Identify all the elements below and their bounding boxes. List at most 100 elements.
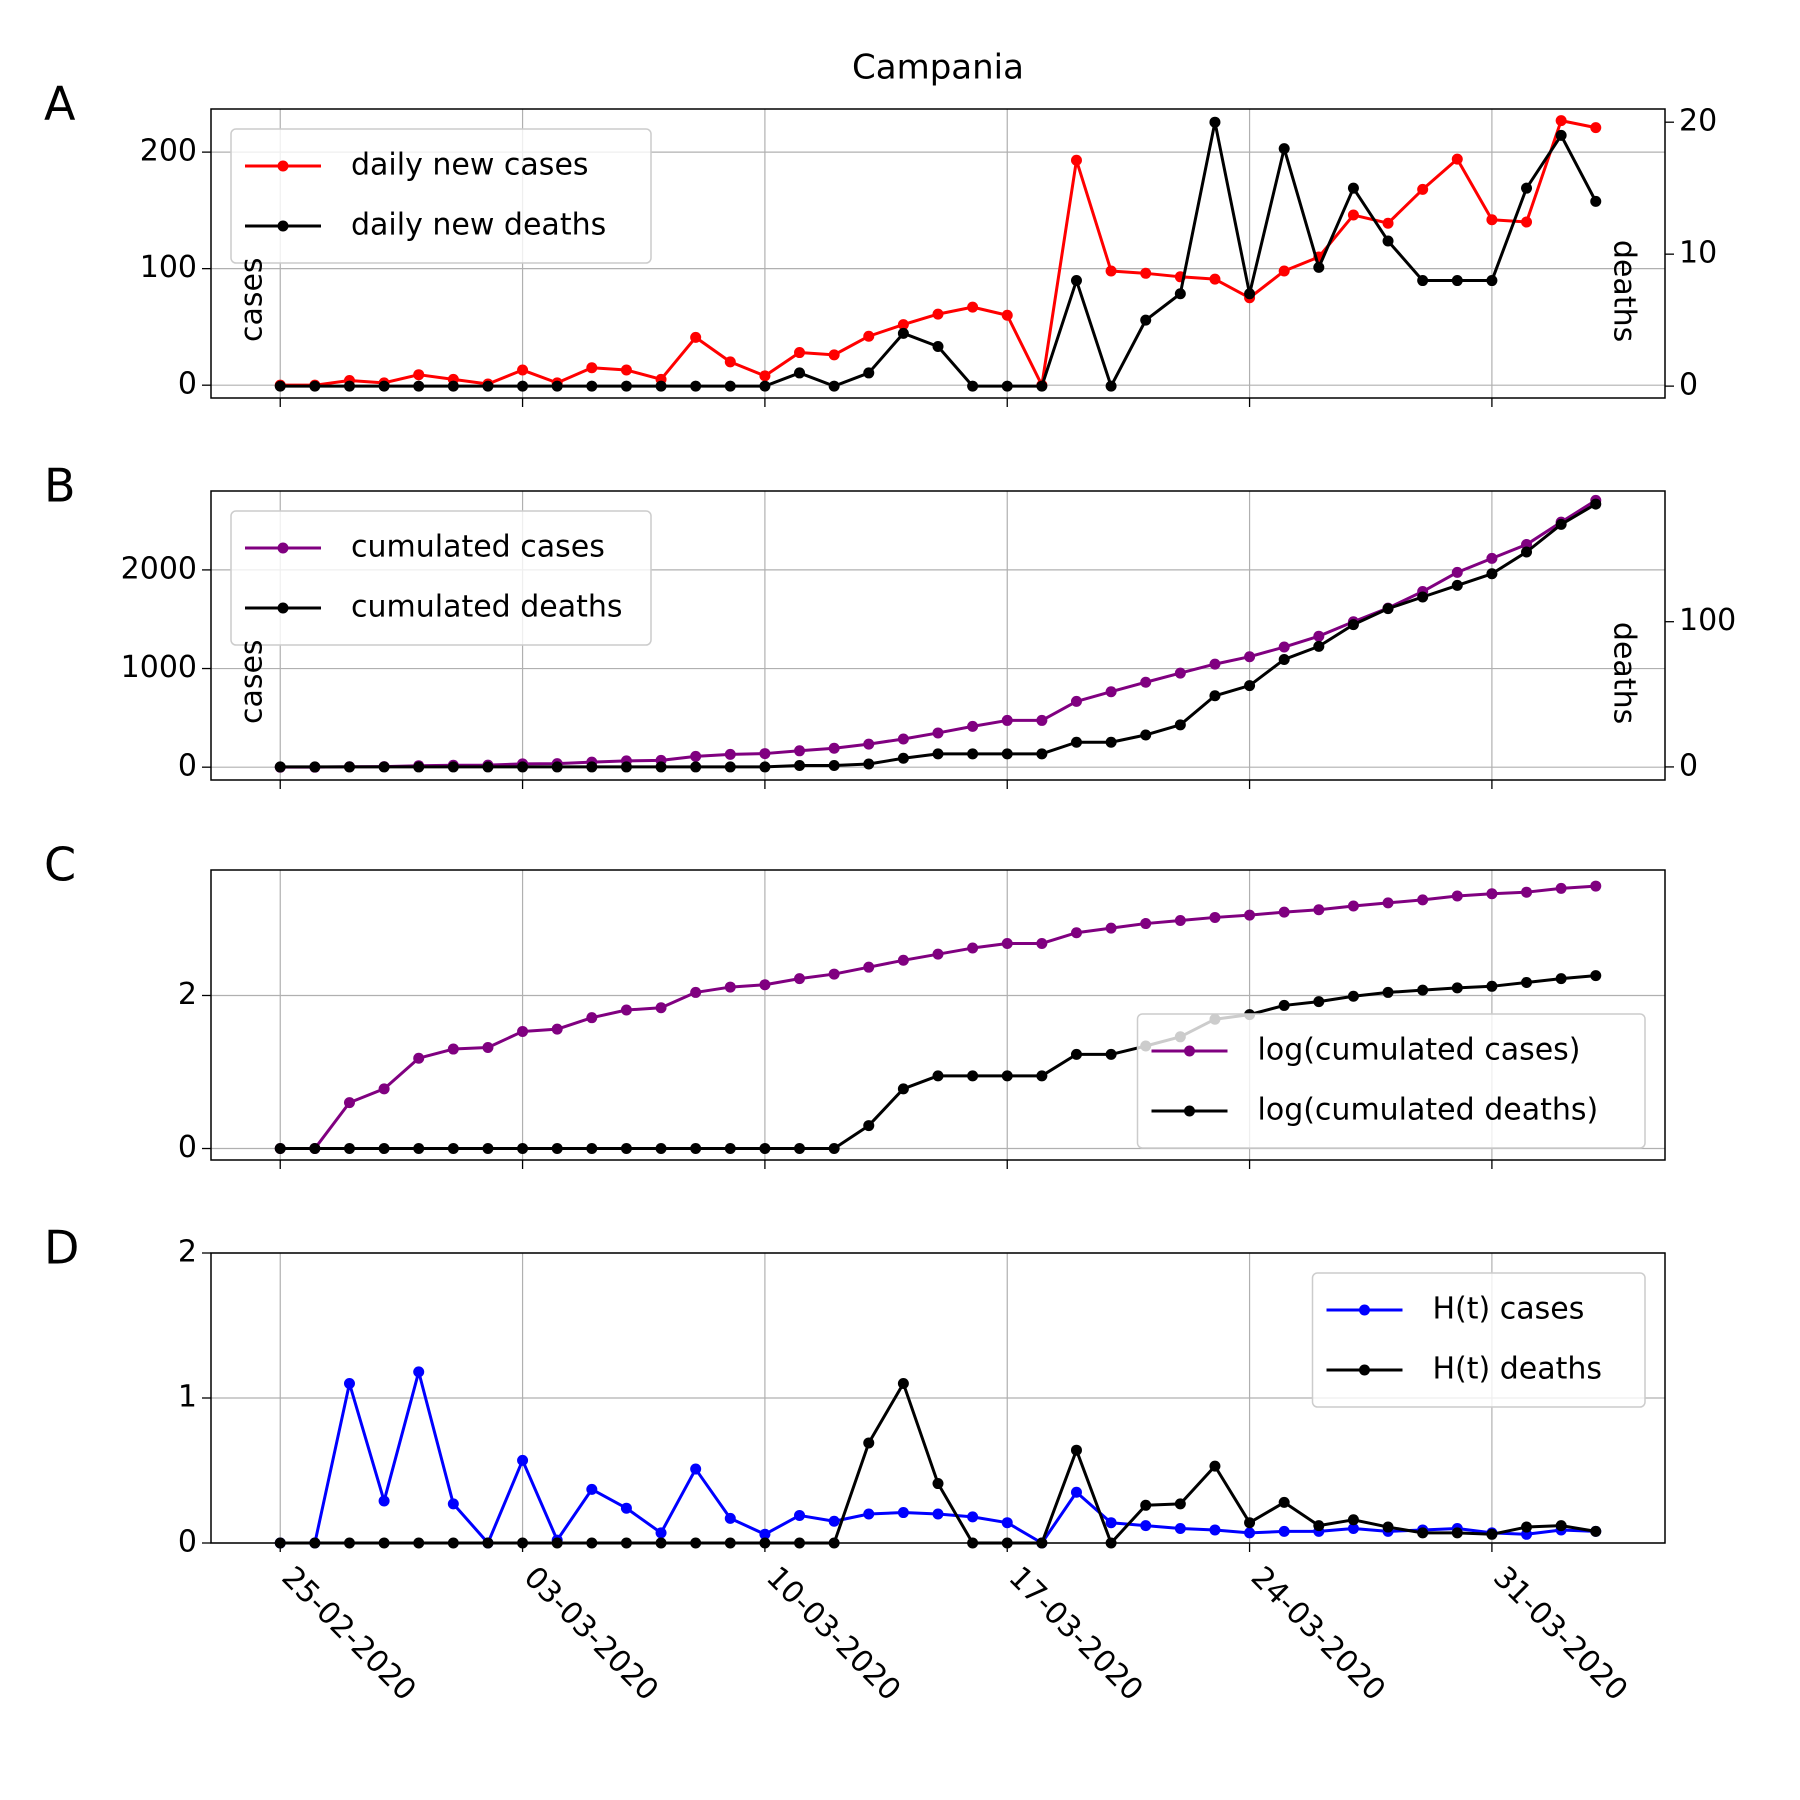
data-point bbox=[447, 380, 459, 392]
data-point bbox=[1451, 1527, 1463, 1539]
data-point bbox=[932, 308, 944, 320]
data-point bbox=[1313, 1520, 1325, 1532]
data-point bbox=[1590, 970, 1602, 982]
data-point bbox=[932, 727, 944, 739]
data-point bbox=[897, 752, 909, 764]
data-point bbox=[413, 1052, 425, 1064]
data-point bbox=[1278, 906, 1290, 918]
data-point bbox=[517, 1025, 529, 1037]
data-point bbox=[1382, 986, 1394, 998]
data-point bbox=[1417, 894, 1429, 906]
data-point bbox=[447, 1043, 459, 1055]
data-point bbox=[586, 380, 598, 392]
data-point bbox=[343, 380, 355, 392]
data-point bbox=[1347, 1523, 1359, 1534]
legend-box bbox=[230, 510, 652, 646]
data-point bbox=[655, 1527, 667, 1539]
y-tick-label: 2000 bbox=[121, 551, 197, 586]
data-point bbox=[413, 369, 425, 381]
data-point bbox=[1105, 1048, 1117, 1060]
data-point bbox=[413, 1366, 425, 1378]
data-point bbox=[1590, 1525, 1602, 1537]
data-point bbox=[794, 367, 806, 379]
data-point bbox=[967, 1511, 979, 1523]
data-point bbox=[1036, 748, 1048, 760]
data-point bbox=[482, 1042, 494, 1054]
axes-frame bbox=[210, 1252, 1666, 1544]
data-point bbox=[863, 367, 875, 379]
data-point bbox=[690, 761, 702, 773]
data-point bbox=[1451, 275, 1463, 287]
data-point bbox=[1347, 209, 1359, 221]
data-point bbox=[724, 1143, 736, 1155]
data-point bbox=[1244, 909, 1256, 921]
data-point bbox=[1555, 115, 1567, 127]
data-point bbox=[1486, 1528, 1498, 1540]
data-point bbox=[1590, 122, 1602, 134]
data-point bbox=[1001, 748, 1013, 760]
data-point bbox=[655, 380, 667, 392]
data-point bbox=[1278, 641, 1290, 653]
data-point bbox=[828, 1515, 840, 1527]
data-point bbox=[794, 1509, 806, 1521]
data-point bbox=[378, 1495, 390, 1507]
data-point bbox=[1244, 651, 1256, 663]
legend-label: cumulated deaths bbox=[351, 590, 623, 625]
data-point bbox=[620, 1143, 632, 1155]
data-point bbox=[1105, 922, 1117, 934]
data-point bbox=[1244, 1517, 1256, 1529]
data-point bbox=[1486, 568, 1498, 580]
data-point bbox=[897, 327, 909, 339]
data-point bbox=[1382, 217, 1394, 229]
data-point bbox=[863, 1508, 875, 1520]
data-point bbox=[378, 761, 390, 773]
data-point bbox=[1070, 736, 1082, 748]
data-point bbox=[1036, 714, 1048, 726]
data-point bbox=[1174, 1523, 1186, 1534]
data-point bbox=[1486, 888, 1498, 900]
legend: daily new cases daily new deaths bbox=[230, 128, 652, 264]
data-point bbox=[1105, 380, 1117, 392]
data-point bbox=[447, 1143, 459, 1155]
data-point bbox=[1209, 273, 1221, 285]
data-point bbox=[274, 1143, 286, 1155]
data-point bbox=[1313, 640, 1325, 652]
data-point bbox=[1347, 1514, 1359, 1526]
data-point bbox=[759, 1528, 771, 1540]
x-tick-label: 31-03-2020 bbox=[1486, 1560, 1634, 1708]
data-point bbox=[378, 1083, 390, 1095]
data-point bbox=[932, 1070, 944, 1082]
data-point bbox=[1451, 579, 1463, 591]
data-point bbox=[1555, 518, 1567, 530]
data-point bbox=[794, 347, 806, 359]
data-point bbox=[1451, 566, 1463, 578]
data-point bbox=[863, 738, 875, 750]
data-point bbox=[759, 370, 771, 382]
data-point bbox=[1209, 1524, 1221, 1536]
data-point bbox=[1001, 309, 1013, 321]
data-point bbox=[655, 1002, 667, 1014]
legend-label: cumulated cases bbox=[351, 530, 605, 565]
data-point bbox=[690, 380, 702, 392]
data-point bbox=[1347, 619, 1359, 631]
data-point bbox=[897, 1083, 909, 1095]
y-tick-label: 1 bbox=[178, 1380, 197, 1415]
data-point bbox=[967, 301, 979, 313]
y-tick-label: 2 bbox=[178, 1235, 197, 1270]
y2-tick-label: 20 bbox=[1679, 104, 1717, 139]
data-point bbox=[690, 1463, 702, 1475]
data-point bbox=[1417, 275, 1429, 287]
y-tick-label: 0 bbox=[178, 1130, 197, 1165]
data-point bbox=[724, 356, 736, 368]
data-point bbox=[309, 380, 321, 392]
data-point bbox=[1382, 897, 1394, 909]
data-point bbox=[690, 750, 702, 762]
chart-title: Campania bbox=[852, 48, 1024, 88]
data-point bbox=[1001, 937, 1013, 949]
data-point bbox=[1174, 915, 1186, 927]
data-point bbox=[759, 748, 771, 760]
legend-marker bbox=[277, 602, 289, 614]
y2-axis-label: deaths bbox=[1607, 622, 1642, 724]
legend-marker bbox=[1184, 1105, 1195, 1117]
data-point bbox=[1140, 1520, 1152, 1532]
